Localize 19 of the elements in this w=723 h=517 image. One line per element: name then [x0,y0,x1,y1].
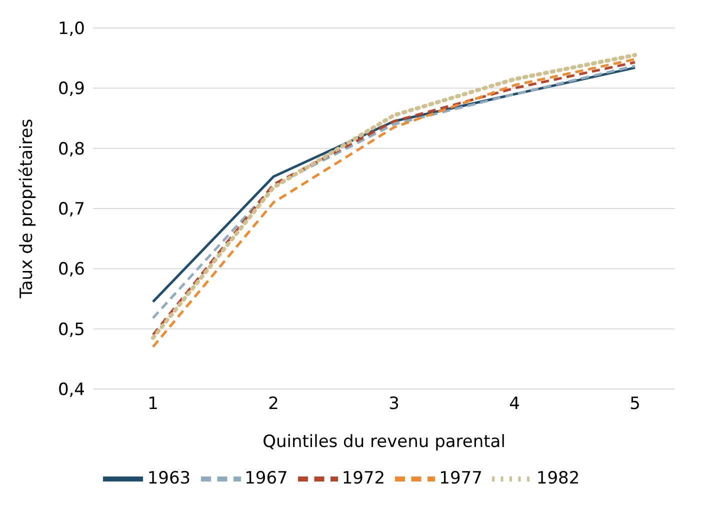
legend-label: 1967 [244,468,288,489]
y-tick-label: 0,8 [58,139,85,160]
legend-label: 1977 [439,468,482,489]
legend-label: 1982 [536,468,580,489]
x-tick-label: 2 [268,394,279,414]
x-tick-label: 1 [148,394,158,414]
x-tick-label: 3 [388,394,400,414]
y-tick-label: 0,9 [58,79,85,100]
x-tick-label: 5 [630,394,640,414]
y-axis-title: Taux de propriétaires [17,118,38,300]
y-tick-label: 0,5 [58,320,85,340]
legend-label: 1972 [342,468,386,489]
y-tick-label: 0,4 [58,380,85,400]
x-axis-title: Quintiles du revenu parental [262,432,506,452]
y-tick-label: 0,7 [58,200,85,220]
x-tick-label: 4 [509,394,520,414]
legend-label: 1963 [147,468,191,489]
y-tick-label: 0,6 [58,260,85,280]
y-tick-label: 1,0 [58,19,85,40]
